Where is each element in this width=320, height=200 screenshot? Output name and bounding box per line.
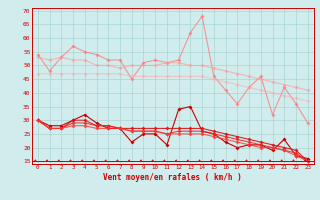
X-axis label: Vent moyen/en rafales ( km/h ): Vent moyen/en rafales ( km/h ): [103, 173, 242, 182]
